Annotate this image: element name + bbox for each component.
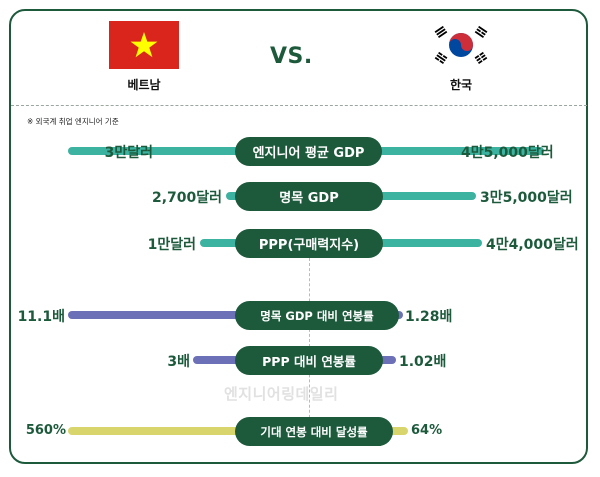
label-nominal-gdp-salary-ratio: 명목 GDP 대비 연봉률 (235, 301, 399, 330)
label-nominal-gdp: 명목 GDP (235, 182, 383, 211)
value-vietnam-engineer-gdp: 3만달러 (104, 145, 153, 161)
south-korea-flag-icon (426, 21, 496, 69)
note-text: ※ 외국계 취업 엔지니어 기준 (27, 117, 119, 126)
label-ppp-salary-ratio: PPP 대비 연봉률 (235, 346, 383, 375)
value-vietnam-expected-salary-achievement: 560% (25, 423, 66, 438)
value-korea-nominal-gdp: 3만5,000달러 (480, 190, 573, 206)
country-label-vietnam: 베트남 (127, 78, 161, 92)
value-vietnam-nominal-gdp: 2,700달러 (151, 190, 222, 206)
watermark: 엔지니어링데일리 (224, 385, 339, 403)
value-vietnam-nominal-gdp-salary-ratio: 11.1배 (17, 309, 65, 325)
value-vietnam-ppp: 1만달러 (147, 237, 196, 253)
value-vietnam-ppp-salary-ratio: 3배 (167, 354, 190, 370)
vs-label: VS. (270, 44, 313, 69)
label-expected-salary-achievement: 기대 연봉 대비 달성률 (235, 417, 393, 446)
vietnam-flag-icon (109, 21, 179, 69)
country-label-korea: 한국 (449, 78, 473, 92)
value-korea-nominal-gdp-salary-ratio: 1.28배 (405, 309, 453, 325)
value-korea-ppp: 4만4,000달러 (486, 237, 579, 253)
header-divider (11, 105, 587, 106)
infographic-frame (9, 9, 588, 464)
label-ppp: PPP(구매력지수) (235, 229, 383, 258)
value-korea-expected-salary-achievement: 64% (411, 423, 443, 438)
center-dashed-line (309, 258, 310, 433)
value-korea-engineer-gdp: 4만5,000달러 (461, 145, 554, 161)
label-engineer-gdp: 엔지니어 평균 GDP (235, 137, 382, 166)
value-korea-ppp-salary-ratio: 1.02배 (399, 354, 447, 370)
